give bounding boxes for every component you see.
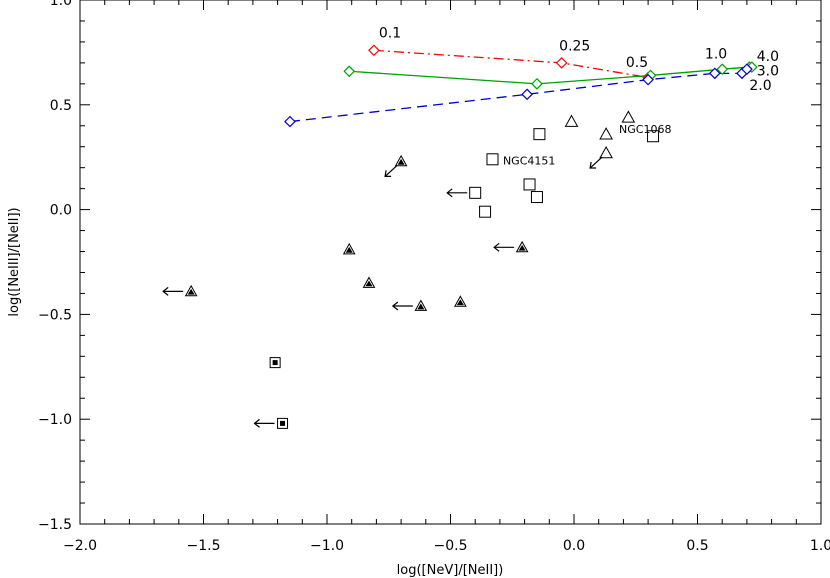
filled-triangle-core (365, 280, 373, 287)
y-axis-label: log([NeIII]/[NeII]) (7, 207, 22, 316)
filled-triangle-core (345, 246, 353, 253)
diamond-marker (555, 57, 568, 69)
open-square (647, 130, 660, 143)
x-tick-label: −1.5 (187, 538, 221, 554)
diamond-marker (708, 67, 721, 80)
limit-arrows (162, 156, 603, 428)
model-series-line (373, 49, 649, 79)
diamond-marker (642, 73, 654, 86)
model-label: 1.0 (705, 47, 727, 63)
data-points (184, 110, 660, 429)
filled-square-core (280, 420, 286, 426)
model-label: 0.1 (379, 26, 401, 42)
axis-ticks (79, 0, 822, 525)
x-axis-label: log([NeV]/[NeII]) (397, 563, 504, 578)
model-series-line (289, 68, 748, 123)
open-square (523, 178, 536, 191)
open-square (533, 128, 546, 141)
diamond-marker (521, 88, 533, 101)
left-arrow-head (446, 188, 453, 198)
open-triangle (599, 127, 613, 140)
model-label: 0.5 (626, 55, 648, 71)
model-label: 4.0 (757, 49, 779, 65)
left-arrow-head (162, 286, 169, 296)
diagonal-arrow-head (384, 170, 392, 177)
y-tick-label: −1.5 (38, 517, 72, 533)
diagonal-arrow-head (589, 161, 597, 169)
diamond-marker (343, 65, 356, 78)
diamond-marker (284, 115, 296, 128)
open-triangle (599, 145, 613, 159)
left-arrow-head (253, 418, 260, 428)
open-square (486, 153, 499, 166)
filled-triangle-core (456, 299, 464, 306)
filled-triangle-core (417, 303, 425, 310)
model-label: 0.25 (559, 38, 590, 54)
y-tick-label: 0.0 (50, 203, 72, 219)
left-arrow-head (493, 242, 500, 252)
open-square (469, 186, 482, 199)
filled-triangle-core (397, 158, 405, 165)
diamond-marker (531, 77, 543, 90)
y-tick-label: 1.0 (50, 0, 72, 9)
y-tick-label: −0.5 (38, 307, 72, 323)
open-square (530, 191, 543, 204)
x-tick-label: −2.0 (63, 538, 97, 554)
model-series-markers (284, 44, 758, 128)
point-annotation: NGC4151 (503, 154, 555, 167)
x-tick-label: −0.5 (434, 538, 468, 554)
open-square (479, 205, 492, 218)
open-triangle (564, 114, 579, 127)
left-arrow-head (391, 301, 399, 311)
filled-triangle-core (518, 244, 526, 251)
diamond-marker (716, 63, 729, 76)
open-triangle (621, 110, 636, 123)
axis-tick-labels: −2.0 −1.5 −1.0 −0.5 0.0 0.5 1.0 −1.5 −1.0 −0.5 0.0… (38, 0, 830, 554)
diagonal-arrow-shaft (589, 156, 603, 169)
x-tick-label: −1.0 (310, 538, 344, 554)
filled-square-core (272, 360, 278, 366)
point-annotation: NGC1068 (619, 123, 671, 136)
x-tick-label: 0.0 (563, 538, 585, 554)
model-series-lines (289, 49, 752, 123)
annotations: NGC4151 NGC1068 (503, 123, 672, 167)
diagonal-arrow-shaft (384, 164, 398, 177)
x-tick-label: 0.5 (686, 538, 708, 554)
diamond-marker (741, 63, 753, 76)
model-label: 3.0 (757, 63, 779, 79)
filled-triangle-core (187, 288, 195, 295)
y-tick-label: 0.5 (50, 98, 72, 114)
diamond-marker (368, 44, 380, 57)
x-tick-label: 1.0 (810, 538, 830, 554)
model-labels: 0.1 0.25 0.5 1.0 4.03.02.0 (379, 26, 779, 94)
y-tick-label: −1.0 (38, 412, 72, 428)
model-label: 2.0 (749, 78, 771, 94)
